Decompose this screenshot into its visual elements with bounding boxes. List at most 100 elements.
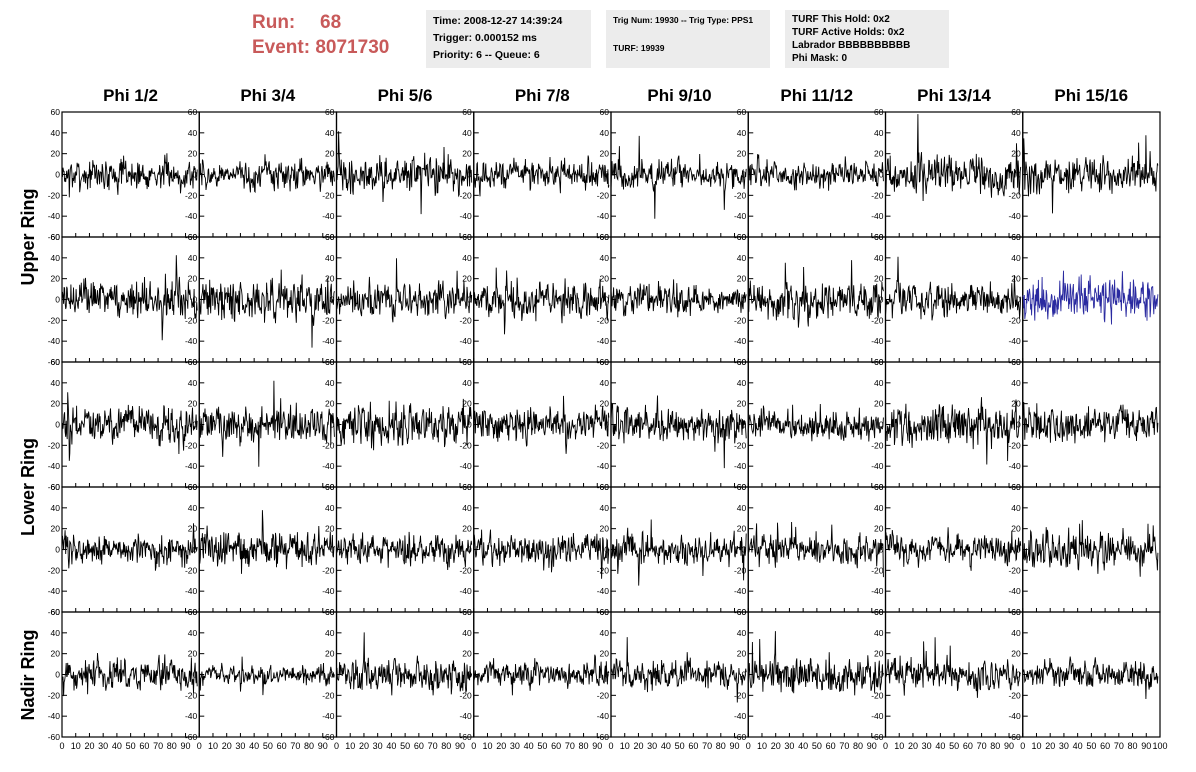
x-tick-label: 80 xyxy=(579,741,589,751)
x-tick-label: 10 xyxy=(208,741,218,751)
priority-queue-text: Priority: 6 -- Queue: 6 xyxy=(433,49,540,61)
y-tick-label: 60 xyxy=(600,482,610,492)
y-tick-label: 20 xyxy=(462,524,472,534)
y-tick-label: 60 xyxy=(325,107,335,117)
y-tick-label: 20 xyxy=(325,274,335,284)
y-tick-label: 60 xyxy=(188,107,198,117)
waveform-trace xyxy=(198,510,335,574)
y-tick-label: 0 xyxy=(330,545,335,555)
x-tick-label: 30 xyxy=(1059,741,1069,751)
y-tick-label: -40 xyxy=(597,711,610,721)
waveform-trace xyxy=(336,131,473,215)
y-tick-label: -60 xyxy=(871,732,884,742)
y-tick-label: 20 xyxy=(1011,649,1021,659)
x-tick-label: 10 xyxy=(345,741,355,751)
x-tick-label: 50 xyxy=(949,741,959,751)
y-tick-label: 0 xyxy=(193,420,198,430)
y-tick-label: -40 xyxy=(185,461,198,471)
y-tick-label: 40 xyxy=(737,253,747,263)
x-tick-label: 0 xyxy=(883,741,888,751)
x-tick-label: 60 xyxy=(1100,741,1110,751)
y-tick-label: 60 xyxy=(874,232,884,242)
x-tick-label: 50 xyxy=(126,741,136,751)
y-tick-label: -40 xyxy=(48,211,61,221)
y-tick-label: 20 xyxy=(462,649,472,659)
y-tick-label: -20 xyxy=(871,565,884,575)
y-tick-label: 0 xyxy=(193,170,198,180)
y-tick-label: 0 xyxy=(467,670,472,680)
y-tick-label: 0 xyxy=(742,670,747,680)
y-tick-label: -40 xyxy=(1008,336,1021,346)
y-tick-label: -40 xyxy=(322,211,335,221)
y-tick-label: -40 xyxy=(734,711,747,721)
y-tick-label: 0 xyxy=(55,545,60,555)
y-tick-label: 60 xyxy=(1011,482,1021,492)
waveform-trace xyxy=(336,398,472,451)
waveform-trace xyxy=(885,527,1022,571)
y-tick-label: 20 xyxy=(325,399,335,409)
y-tick-label: -60 xyxy=(1008,732,1021,742)
y-tick-label: -40 xyxy=(1008,586,1021,596)
x-tick-label: 40 xyxy=(524,741,534,751)
y-tick-label: -20 xyxy=(48,190,61,200)
y-tick-label: 0 xyxy=(467,170,472,180)
y-tick-label: -40 xyxy=(185,586,198,596)
y-tick-label: 20 xyxy=(188,649,198,659)
y-tick-label: 20 xyxy=(874,399,884,409)
x-tick-label: 70 xyxy=(1114,741,1124,751)
y-tick-label: 60 xyxy=(462,357,472,367)
y-tick-label: 60 xyxy=(51,232,61,242)
waveform-panel-r4-c4: -60 -40 -20 0 20 40 60 xyxy=(597,607,749,742)
y-tick-label: 20 xyxy=(325,149,335,159)
y-tick-label: 20 xyxy=(1011,524,1021,534)
waveform-trace xyxy=(1022,520,1159,577)
y-tick-label: 40 xyxy=(600,378,610,388)
y-tick-label: 60 xyxy=(325,607,335,617)
phi-label-4: Phi 7/8 xyxy=(514,86,570,105)
y-tick-label: -60 xyxy=(185,732,198,742)
y-tick-label: 20 xyxy=(874,649,884,659)
y-tick-label: 20 xyxy=(737,649,747,659)
x-tick-label: 20 xyxy=(359,741,369,751)
phi-label-5: Phi 9/10 xyxy=(647,86,712,105)
y-tick-label: 40 xyxy=(1011,503,1021,513)
y-tick-label: -20 xyxy=(185,190,198,200)
y-tick-label: -20 xyxy=(459,565,472,575)
y-tick-label: -20 xyxy=(734,190,747,200)
x-tick-label: 90 xyxy=(318,741,328,751)
phi-label-8: Phi 15/16 xyxy=(1054,86,1129,105)
y-tick-label: -60 xyxy=(322,732,335,742)
y-tick-label: 40 xyxy=(325,628,335,638)
x-tick-label: 60 xyxy=(414,741,424,751)
x-tick-label: 40 xyxy=(798,741,808,751)
y-tick-label: -20 xyxy=(1008,315,1021,325)
y-tick-label: 40 xyxy=(325,378,335,388)
y-tick-label: 20 xyxy=(462,399,472,409)
x-tick-label: 30 xyxy=(510,741,520,751)
x-tick-label: 50 xyxy=(263,741,273,751)
y-tick-label: -40 xyxy=(459,461,472,471)
x-tick-label: 90 xyxy=(455,741,465,751)
y-tick-label: 0 xyxy=(879,545,884,555)
x-tick-label: 0 xyxy=(197,741,202,751)
y-tick-label: 60 xyxy=(737,357,747,367)
x-tick-label: 20 xyxy=(222,741,232,751)
y-tick-label: -20 xyxy=(48,315,61,325)
y-tick-label: 40 xyxy=(600,253,610,263)
x-tick-label: 0 xyxy=(59,741,64,751)
x-tick-label: 20 xyxy=(1045,741,1055,751)
y-tick-label: -20 xyxy=(597,565,610,575)
y-tick-label: -20 xyxy=(48,690,61,700)
y-tick-label: -40 xyxy=(322,461,335,471)
y-tick-label: 60 xyxy=(874,357,884,367)
x-tick-label: 40 xyxy=(661,741,671,751)
y-tick-label: 60 xyxy=(737,607,747,617)
x-tick-label: 70 xyxy=(702,741,712,751)
x-tick-label: 50 xyxy=(400,741,410,751)
